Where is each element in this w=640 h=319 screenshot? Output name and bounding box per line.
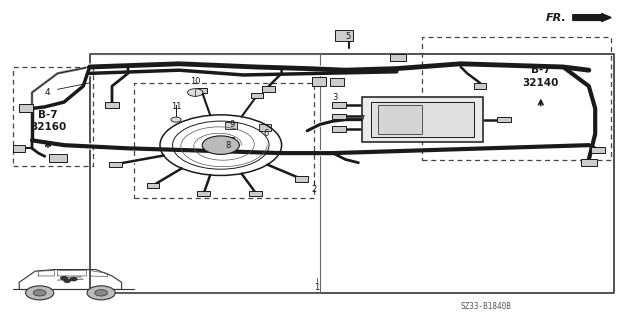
Text: SZ33-B1840B: SZ33-B1840B — [461, 302, 511, 311]
Text: 6: 6 — [263, 130, 268, 138]
Bar — [335, 30, 353, 41]
Text: 9: 9 — [229, 120, 234, 129]
Bar — [147, 183, 159, 188]
Text: FR.: FR. — [546, 12, 566, 23]
Circle shape — [188, 89, 203, 96]
Bar — [362, 97, 483, 142]
Text: 11: 11 — [171, 102, 181, 111]
Bar — [105, 102, 119, 108]
Bar — [197, 191, 210, 197]
Bar — [295, 176, 308, 182]
Bar — [109, 162, 122, 167]
Text: 10: 10 — [190, 77, 200, 86]
Circle shape — [70, 278, 77, 281]
Circle shape — [33, 290, 46, 296]
Bar — [332, 114, 346, 119]
Circle shape — [61, 277, 67, 280]
Bar — [312, 77, 326, 86]
Bar — [250, 190, 262, 196]
Text: 7: 7 — [359, 115, 364, 124]
Text: 8: 8 — [225, 141, 230, 150]
Text: 4: 4 — [44, 88, 50, 97]
Text: 5: 5 — [345, 32, 350, 41]
Circle shape — [64, 279, 70, 282]
Bar — [390, 54, 406, 61]
Bar — [332, 102, 346, 108]
Text: 2: 2 — [311, 185, 316, 194]
Text: 1: 1 — [314, 283, 319, 292]
Bar — [497, 117, 511, 122]
Text: B-7
32140: B-7 32140 — [523, 65, 559, 88]
Bar — [259, 124, 271, 131]
Bar — [251, 93, 262, 98]
Bar — [262, 86, 275, 92]
Bar — [196, 88, 207, 93]
Text: 3: 3 — [332, 93, 337, 102]
Bar — [49, 154, 67, 162]
Circle shape — [202, 136, 239, 154]
Bar — [371, 102, 474, 137]
Bar — [218, 137, 234, 144]
FancyArrow shape — [573, 14, 611, 22]
Bar — [19, 105, 33, 112]
Circle shape — [87, 286, 115, 300]
Circle shape — [95, 290, 108, 296]
Bar — [474, 83, 486, 89]
Bar — [332, 126, 346, 132]
Circle shape — [171, 117, 181, 122]
Bar — [591, 147, 605, 153]
Bar — [330, 78, 344, 86]
Circle shape — [26, 286, 54, 300]
Bar — [581, 159, 596, 166]
Bar — [13, 145, 25, 152]
Text: B-7
32160: B-7 32160 — [30, 110, 66, 132]
Bar — [378, 105, 422, 134]
Bar — [225, 122, 237, 129]
